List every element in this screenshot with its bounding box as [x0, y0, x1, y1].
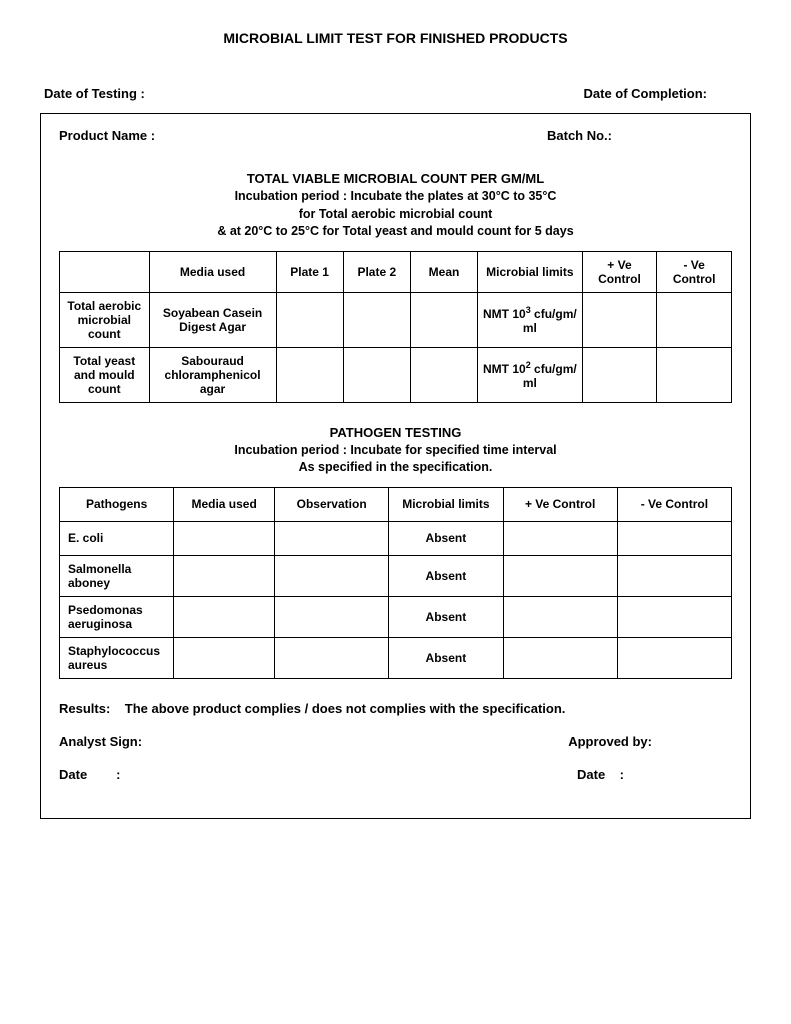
row-neg	[657, 347, 732, 402]
signature-row-2: Date : Date :	[41, 767, 732, 782]
row-label: Total aerobic microbial count	[60, 292, 150, 347]
row-p1	[276, 292, 343, 347]
row-p2	[343, 347, 410, 402]
pathogen-obs	[275, 521, 389, 555]
th-pos: + Ve Control	[503, 487, 617, 521]
pathogen-name: Staphylococcus aureus	[60, 637, 174, 678]
pathogen-pos	[503, 555, 617, 596]
pathogen-pos	[503, 596, 617, 637]
pathogen-neg	[617, 637, 731, 678]
section2-sub: Incubation period : Incubate for specifi…	[59, 442, 732, 477]
section1-sub2: for Total aerobic microbial count	[299, 207, 493, 221]
table-row: Psedomonas aeruginosa Absent	[60, 596, 732, 637]
table-row: Pathogens Media used Observation Microbi…	[60, 487, 732, 521]
th-limits: Microbial limits	[389, 487, 503, 521]
section1-sub1: Incubation period : Incubate the plates …	[235, 189, 557, 203]
section1-heading: TOTAL VIABLE MICROBIAL COUNT PER GM/ML	[59, 171, 732, 186]
product-batch-row: Product Name : Batch No.:	[59, 128, 732, 143]
pathogen-pos	[503, 521, 617, 555]
row-limits: NMT 103 cfu/gm/ ml	[478, 292, 583, 347]
pathogen-media	[174, 596, 275, 637]
pathogen-media	[174, 555, 275, 596]
th-media: Media used	[174, 487, 275, 521]
th-blank	[60, 251, 150, 292]
pathogen-limits: Absent	[389, 596, 503, 637]
pathogen-pos	[503, 637, 617, 678]
viable-count-table: Media used Plate 1 Plate 2 Mean Microbia…	[59, 251, 732, 403]
pathogen-name: E. coli	[60, 521, 174, 555]
th-limits: Microbial limits	[478, 251, 583, 292]
table-row: Salmonella aboney Absent	[60, 555, 732, 596]
pathogen-table: Pathogens Media used Observation Microbi…	[59, 487, 732, 679]
th-plate1: Plate 1	[276, 251, 343, 292]
pathogen-limits: Absent	[389, 521, 503, 555]
table-row: Media used Plate 1 Plate 2 Mean Microbia…	[60, 251, 732, 292]
top-dates-row: Date of Testing : Date of Completion:	[40, 86, 751, 101]
table-row: Staphylococcus aureus Absent	[60, 637, 732, 678]
table-row: Total yeast and mould count Sabouraud ch…	[60, 347, 732, 402]
section1-sub3: & at 20°C to 25°C for Total yeast and mo…	[217, 224, 573, 238]
pathogen-obs	[275, 596, 389, 637]
results-label: Results:	[59, 701, 110, 716]
row-mean	[410, 292, 477, 347]
th-plate2: Plate 2	[343, 251, 410, 292]
th-media: Media used	[149, 251, 276, 292]
main-form-box: Product Name : Batch No.: TOTAL VIABLE M…	[40, 113, 751, 819]
th-obs: Observation	[275, 487, 389, 521]
row-limits: NMT 102 cfu/gm/ ml	[478, 347, 583, 402]
pathogen-name: Psedomonas aeruginosa	[60, 596, 174, 637]
row-p2	[343, 292, 410, 347]
section2-heading: PATHOGEN TESTING	[59, 425, 732, 440]
row-mean	[410, 347, 477, 402]
approved-by-label: Approved by:	[568, 734, 652, 749]
row-pos	[582, 347, 657, 402]
table-row: Total aerobic microbial count Soyabean C…	[60, 292, 732, 347]
row-p1	[276, 347, 343, 402]
th-pos: + Ve Control	[582, 251, 657, 292]
pathogen-media	[174, 637, 275, 678]
batch-no-label: Batch No.:	[547, 128, 612, 143]
row-neg	[657, 292, 732, 347]
pathogen-obs	[275, 637, 389, 678]
date-left: Date :	[59, 767, 120, 782]
table-row: E. coli Absent	[60, 521, 732, 555]
row-label: Total yeast and mould count	[60, 347, 150, 402]
results-text: The above product complies / does not co…	[125, 701, 566, 716]
pathogen-neg	[617, 521, 731, 555]
pathogen-neg	[617, 596, 731, 637]
section2-sub2: As specified in the specification.	[299, 460, 493, 474]
pathogen-limits: Absent	[389, 637, 503, 678]
th-neg: - Ve Control	[617, 487, 731, 521]
pathogen-obs	[275, 555, 389, 596]
date-right: Date :	[577, 767, 624, 782]
analyst-sign-label: Analyst Sign:	[59, 734, 142, 749]
date-testing-label: Date of Testing :	[44, 86, 145, 101]
section1-sub: Incubation period : Incubate the plates …	[59, 188, 732, 241]
th-pathogens: Pathogens	[60, 487, 174, 521]
pathogen-limits: Absent	[389, 555, 503, 596]
pathogen-neg	[617, 555, 731, 596]
row-media: Soyabean Casein Digest Agar	[149, 292, 276, 347]
row-media: Sabouraud chloramphenicol agar	[149, 347, 276, 402]
date-completion-label: Date of Completion:	[584, 86, 708, 101]
th-mean: Mean	[410, 251, 477, 292]
document-title: MICROBIAL LIMIT TEST FOR FINISHED PRODUC…	[40, 30, 751, 46]
th-neg: - Ve Control	[657, 251, 732, 292]
product-name-label: Product Name :	[59, 128, 155, 143]
results-line: Results: The above product complies / do…	[41, 701, 732, 716]
pathogen-media	[174, 521, 275, 555]
row-pos	[582, 292, 657, 347]
signature-row-1: Analyst Sign: Approved by:	[41, 734, 732, 749]
section2-sub1: Incubation period : Incubate for specifi…	[234, 443, 556, 457]
pathogen-name: Salmonella aboney	[60, 555, 174, 596]
